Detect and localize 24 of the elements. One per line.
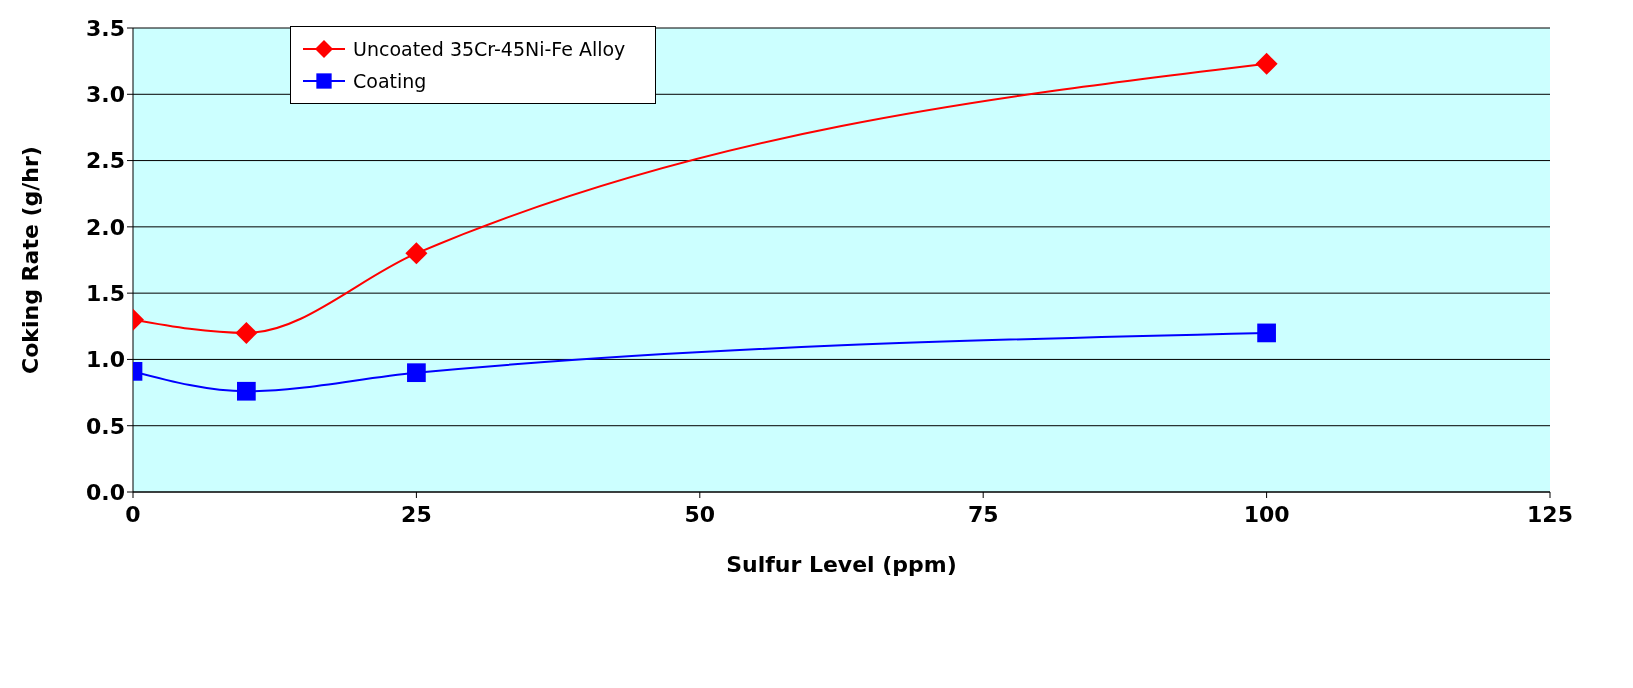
x-tick-label: 25 (401, 501, 432, 527)
y-tick-label: 2.5 (86, 148, 125, 174)
point (1255, 52, 1278, 75)
x-tick-label: 100 (1243, 501, 1290, 527)
point (405, 242, 428, 265)
x-tick-label: 0 (125, 501, 141, 527)
x-tick-label: 125 (1527, 501, 1573, 527)
y-tick-label: 1.0 (86, 347, 125, 373)
x-axis-title: Sulfur Level (ppm) (726, 552, 957, 577)
legend-label: Coating (353, 70, 427, 92)
point (1257, 323, 1276, 343)
point (237, 381, 256, 401)
point (235, 321, 258, 344)
y-tick-label: 3.5 (86, 15, 125, 41)
y-tick-label: 1.5 (86, 280, 125, 306)
y-tick-label: 3.0 (86, 82, 125, 108)
x-tick-label: 75 (967, 501, 999, 527)
legend-label: Uncoated 35Cr-45Ni-Fe Alloy (353, 38, 626, 60)
y-tick-label: 0.0 (86, 479, 125, 505)
y-tick-label: 0.5 (86, 413, 125, 439)
y-tick-label: 2.0 (86, 214, 125, 240)
point (407, 363, 426, 383)
x-tick-label: 50 (684, 501, 716, 527)
y-axis-title: Coking Rate (g/hr) (17, 146, 43, 374)
